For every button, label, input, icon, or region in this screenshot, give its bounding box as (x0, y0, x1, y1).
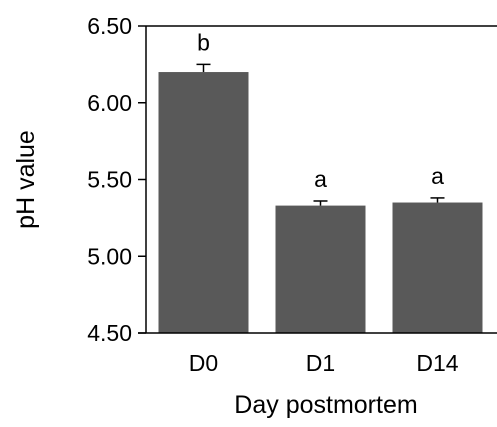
y-axis-ticks: 4.50 5.00 5.50 6.00 6.50 (87, 13, 146, 346)
y-tick-label: 6.50 (87, 13, 132, 39)
x-tick-label: D1 (306, 350, 335, 376)
x-axis-tick-labels: D0 D1 D14 (189, 350, 459, 376)
bars: b a a (158, 29, 483, 334)
x-tick-label: D14 (416, 350, 458, 376)
bar-d1 (275, 205, 366, 333)
significance-label: a (431, 163, 444, 189)
y-tick-label: 4.50 (87, 320, 132, 346)
significance-label: a (314, 166, 327, 192)
bar-d0 (158, 72, 249, 334)
significance-label: b (197, 29, 210, 55)
y-tick-label: 5.50 (87, 167, 132, 193)
y-tick-label: 6.00 (87, 90, 132, 116)
y-axis-title: pH value (12, 130, 40, 229)
y-tick-label: 5.00 (87, 243, 132, 269)
x-axis-title: Day postmortem (234, 391, 417, 419)
x-tick-label: D0 (189, 350, 218, 376)
bar-d14 (392, 202, 483, 333)
